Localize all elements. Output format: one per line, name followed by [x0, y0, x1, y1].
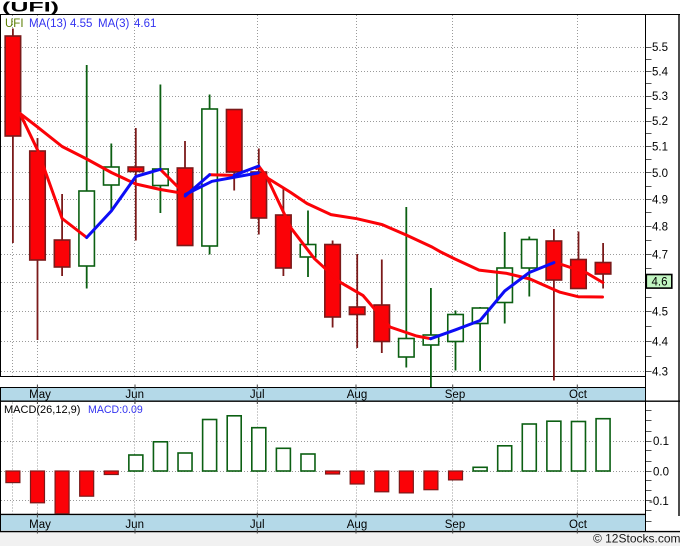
svg-text:0.1: 0.1 — [653, 436, 669, 448]
svg-text:Aug: Aug — [347, 389, 367, 401]
svg-text:Aug: Aug — [347, 519, 367, 531]
svg-text:© 12Stocks.com: © 12Stocks.com — [593, 532, 680, 546]
svg-text:0.0: 0.0 — [653, 466, 669, 478]
svg-text:4.3: 4.3 — [652, 367, 668, 379]
svg-text:4.55: 4.55 — [70, 18, 92, 30]
svg-text:UFI: UFI — [5, 18, 24, 30]
svg-text:4.4: 4.4 — [652, 336, 669, 348]
svg-text:5.4: 5.4 — [652, 66, 669, 78]
svg-text:MACD:0.09: MACD:0.09 — [88, 404, 143, 416]
svg-text:4.61: 4.61 — [134, 18, 156, 30]
svg-text:Oct: Oct — [569, 389, 588, 401]
svg-text:MACD(26,12,9): MACD(26,12,9) — [4, 404, 80, 416]
svg-text:-0.1: -0.1 — [649, 496, 669, 508]
svg-text:4.6: 4.6 — [652, 277, 668, 289]
svg-text:Jun: Jun — [125, 389, 144, 401]
svg-text:5.0: 5.0 — [652, 168, 668, 180]
svg-text:4.8: 4.8 — [652, 222, 668, 234]
svg-text:4.9: 4.9 — [652, 194, 668, 206]
svg-text:Jun: Jun — [125, 519, 144, 531]
svg-text:4.7: 4.7 — [652, 249, 668, 261]
svg-text:4.5: 4.5 — [652, 307, 668, 319]
svg-text:5.2: 5.2 — [652, 116, 668, 128]
svg-text:Jul: Jul — [250, 519, 265, 531]
svg-text:Sep: Sep — [445, 519, 465, 531]
svg-text:Sep: Sep — [445, 389, 465, 401]
svg-text:Oct: Oct — [569, 519, 588, 531]
svg-text:5.3: 5.3 — [652, 91, 668, 103]
svg-text:May: May — [29, 519, 51, 531]
svg-text:MA(3): MA(3) — [98, 18, 129, 30]
svg-text:(UFI): (UFI) — [2, 0, 59, 15]
svg-text:5.5: 5.5 — [652, 42, 668, 54]
svg-text:Jul: Jul — [250, 389, 265, 401]
svg-text:5.1: 5.1 — [652, 142, 668, 154]
svg-text:MA(13): MA(13) — [29, 18, 67, 30]
svg-text:May: May — [29, 389, 51, 401]
